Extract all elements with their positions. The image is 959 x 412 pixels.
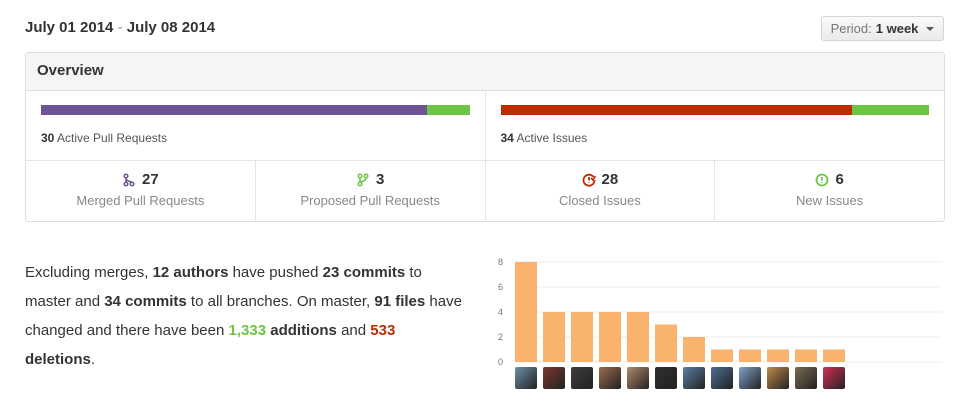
bar-author-4[interactable] bbox=[599, 312, 621, 362]
new-issues-label: New Issues bbox=[796, 193, 864, 208]
avatar[interactable] bbox=[515, 367, 537, 389]
active-issues-label: 34 Active Issues bbox=[501, 131, 930, 145]
summary-text-1: Excluding merges, bbox=[25, 264, 153, 281]
open-pr-segment bbox=[426, 105, 470, 115]
bar-author-6[interactable] bbox=[655, 324, 677, 363]
avatar[interactable] bbox=[767, 367, 789, 389]
commits-to-all-branches: 34 commits bbox=[104, 293, 187, 310]
avatar[interactable] bbox=[739, 367, 761, 389]
merged-pull-requests-value: 27 bbox=[142, 171, 159, 188]
date-start: July 01 2014 bbox=[25, 19, 114, 36]
stat-new-issues[interactable]: 6 New Issues bbox=[714, 161, 944, 221]
issues-progress bbox=[500, 105, 929, 115]
proposed-pull-requests-label: Proposed Pull Requests bbox=[300, 193, 440, 208]
active-pull-requests-count: 30 bbox=[41, 131, 55, 145]
stat-closed-issues[interactable]: 28 Closed Issues bbox=[484, 161, 715, 221]
overview-panel: Overview 30 Active Pull Requests 34 Acti… bbox=[25, 52, 945, 222]
avatar[interactable] bbox=[571, 367, 593, 389]
pull-requests-progress bbox=[41, 105, 470, 115]
commits-by-author-chart: 0 2 4 6 8 bbox=[498, 257, 942, 367]
active-issues-text: Active Issues bbox=[516, 131, 588, 145]
period-prefix: Period: bbox=[830, 21, 872, 36]
new-issues-value: 6 bbox=[835, 171, 844, 188]
y-tick-label: 2 bbox=[498, 332, 503, 342]
summary-text-3: to master and bbox=[25, 264, 422, 310]
y-tick-label: 6 bbox=[498, 282, 503, 292]
avatar[interactable] bbox=[795, 367, 817, 389]
date-end: July 08 2014 bbox=[126, 19, 216, 36]
avatar[interactable] bbox=[683, 367, 705, 389]
active-pull-requests-label: 30 Active Pull Requests bbox=[41, 131, 470, 145]
commit-summary: Excluding merges, 12 authors have pushed… bbox=[25, 258, 465, 374]
closed-issue-icon bbox=[582, 173, 596, 187]
stat-proposed-pull-requests[interactable]: 3 Proposed Pull Requests bbox=[254, 161, 485, 221]
y-tick-label: 0 bbox=[498, 357, 503, 367]
proposed-pr-icon bbox=[357, 172, 369, 187]
avatar[interactable] bbox=[543, 367, 565, 389]
avatar[interactable] bbox=[711, 367, 733, 389]
new-issue-icon bbox=[816, 173, 829, 186]
proposed-pull-requests-value: 3 bbox=[375, 171, 385, 188]
additions-count: 1,333 bbox=[228, 322, 267, 339]
avatar[interactable] bbox=[655, 367, 677, 389]
merged-pull-requests-label: Merged Pull Requests bbox=[76, 193, 205, 208]
summary-text-7: . bbox=[90, 351, 96, 368]
closed-issues-value: 28 bbox=[601, 171, 619, 188]
bar-author-2[interactable] bbox=[543, 312, 565, 362]
merged-pr-icon bbox=[123, 172, 135, 187]
period-select-button[interactable]: Period: 1 week bbox=[821, 16, 944, 41]
overview-title: Overview bbox=[26, 53, 944, 91]
pull-requests-bar-cell[interactable]: 30 Active Pull Requests bbox=[26, 91, 485, 160]
commits-to-master: 23 commits bbox=[322, 264, 406, 281]
deletions-word: deletions bbox=[25, 351, 91, 368]
avatar[interactable] bbox=[627, 367, 649, 389]
additions-word: additions bbox=[266, 322, 337, 339]
active-pull-requests-text: Active Pull Requests bbox=[57, 131, 168, 145]
closed-issues-label: Closed Issues bbox=[559, 193, 641, 208]
activity-bars: 30 Active Pull Requests 34 Active Issues bbox=[26, 91, 944, 161]
open-issues-segment bbox=[851, 105, 929, 115]
bar-author-11[interactable] bbox=[795, 349, 817, 363]
files-changed: 91 files bbox=[374, 293, 426, 310]
summary-text-2: have pushed bbox=[228, 264, 323, 281]
chevron-down-icon bbox=[926, 26, 935, 31]
period-value: 1 week bbox=[875, 21, 919, 36]
summary-text-5: have changed and there have been bbox=[25, 293, 462, 339]
issues-bar-cell[interactable]: 34 Active Issues bbox=[484, 91, 945, 160]
summary-text-6: and bbox=[336, 322, 371, 339]
active-issues-count: 34 bbox=[500, 131, 514, 145]
bar-author-7[interactable] bbox=[683, 337, 705, 362]
date-separator: - bbox=[113, 19, 127, 36]
bar-author-1[interactable] bbox=[515, 262, 537, 362]
deletions-count: 533 bbox=[370, 322, 396, 339]
avatar[interactable] bbox=[823, 367, 845, 389]
y-tick-label: 8 bbox=[498, 257, 503, 267]
merged-pr-segment bbox=[41, 105, 427, 115]
bar-author-9[interactable] bbox=[739, 349, 761, 363]
avatar[interactable] bbox=[599, 367, 621, 389]
bar-author-8[interactable] bbox=[711, 349, 733, 363]
y-tick-label: 4 bbox=[498, 307, 503, 317]
closed-issues-segment bbox=[500, 105, 852, 115]
bar-author-3[interactable] bbox=[571, 312, 593, 362]
bar-author-5[interactable] bbox=[627, 312, 649, 362]
summary-text-4: to all branches. On master, bbox=[186, 293, 375, 310]
stats-row: 27 Merged Pull Requests 3 Proposed Pull … bbox=[26, 161, 944, 221]
date-range: July 01 2014 - July 08 2014 bbox=[25, 19, 215, 36]
authors-count[interactable]: 12 authors bbox=[152, 264, 229, 281]
bar-author-12[interactable] bbox=[823, 349, 845, 363]
stat-merged-pull-requests[interactable]: 27 Merged Pull Requests bbox=[26, 161, 255, 221]
bar-author-10[interactable] bbox=[767, 349, 789, 363]
